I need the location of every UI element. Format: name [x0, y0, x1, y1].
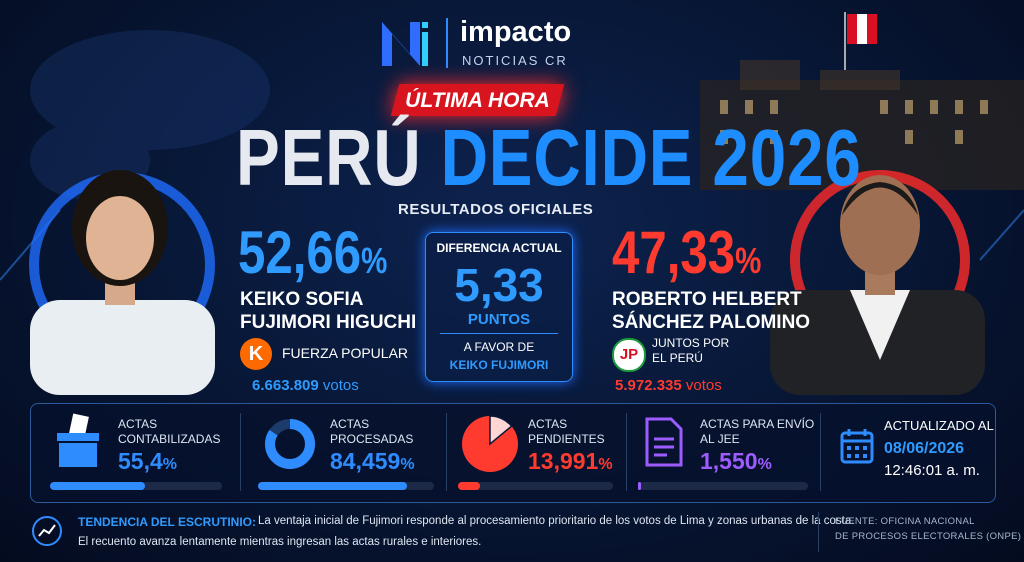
stat-unit: % — [162, 456, 177, 473]
footer-text: La ventaja inicial de Fujimori responde … — [258, 515, 855, 527]
title: PERÚ DECIDE 2026 — [236, 118, 862, 198]
calendar-icon — [840, 429, 874, 464]
stat-value: 13,991% — [528, 448, 613, 475]
footer-heading: TENDENCIA DEL ESCRUTINIO: — [78, 515, 257, 529]
divider — [240, 413, 241, 491]
stat-unit: % — [598, 456, 613, 473]
votes: 5.972.335 votos — [615, 377, 722, 394]
stat-label: PENDIENTES — [528, 432, 605, 446]
progress-fill — [458, 482, 480, 490]
progress-track — [258, 482, 434, 490]
stat-label: CONTABILIZADAS — [118, 432, 221, 446]
votes-value: 5.972.335 — [615, 377, 682, 394]
party: JUNTOS POR — [652, 336, 730, 350]
pie-slice — [489, 415, 513, 446]
votes-unit: votos — [322, 377, 359, 394]
progress-fill — [258, 482, 407, 490]
votes-unit: votos — [685, 377, 722, 394]
percent: 52,66% — [238, 222, 387, 292]
source: FUENTE: OFICINA NACIONAL — [835, 516, 975, 527]
brand-logo — [382, 22, 428, 66]
ballot-icon — [57, 413, 99, 467]
difference-value: 5,33 — [454, 259, 544, 311]
stat-label: ACTAS — [330, 417, 370, 431]
stat-unit: % — [757, 456, 772, 473]
progress-track — [638, 482, 808, 490]
candidate-name: ROBERTO HELBERT — [612, 289, 802, 310]
document-icon — [645, 417, 683, 467]
updated-date: 08/06/2026 — [884, 440, 965, 457]
percent-unit: % — [361, 240, 388, 281]
candidate-name: FUJIMORI HIGUCHI — [240, 312, 417, 333]
donut-icon — [265, 419, 315, 469]
stat-value: 84,459% — [330, 448, 415, 475]
votes-value: 6.663.809 — [252, 377, 319, 394]
party-logo: JP — [612, 338, 646, 372]
stat-label: AL JEE — [700, 432, 740, 446]
party: FUERZA POPULAR — [282, 345, 409, 361]
difference-unit: PUNTOS — [467, 311, 531, 328]
footer-text: El recuento avanza lentamente mientras i… — [78, 536, 482, 548]
source: DE PROCESOS ELECTORALES (ONPE) — [835, 531, 1022, 542]
divider — [818, 512, 819, 552]
stat-unit: % — [400, 456, 415, 473]
percent-value: 47,33 — [612, 219, 736, 286]
stat-label: ACTAS — [528, 417, 568, 431]
stat-label: PROCESADAS — [330, 432, 414, 446]
updated-label: ACTUALIZADO AL — [884, 418, 994, 433]
stat-value-number: 1,550 — [700, 448, 758, 474]
stat-label: ACTAS — [118, 417, 158, 431]
difference-note: A FAVOR DE — [463, 340, 535, 354]
progress-fill — [50, 482, 146, 490]
difference-box — [425, 232, 573, 382]
percent-unit: % — [735, 240, 762, 281]
party-logo: K — [240, 338, 272, 370]
brand: impacto — [460, 16, 572, 48]
difference-note: KEIKO FUJIMORI — [449, 358, 549, 372]
updated-time: 12:46:01 a. m. — [884, 462, 980, 479]
subtitle: RESULTADOS OFICIALES — [398, 201, 594, 218]
divider — [820, 413, 821, 491]
stat-value: 55,4% — [118, 448, 177, 475]
progress-fill — [638, 482, 641, 490]
brand-sub: NOTICIAS CR — [462, 53, 568, 68]
party: EL PERÚ — [652, 351, 703, 365]
donut-arc — [265, 419, 315, 469]
brand-divider — [446, 18, 448, 68]
badge: ÚLTIMA HORA — [405, 89, 550, 112]
divider — [626, 413, 627, 491]
candidate-name: SÁNCHEZ PALOMINO — [612, 312, 811, 333]
stat-value-number: 55,4 — [118, 448, 163, 474]
progress-track — [50, 482, 222, 490]
divider — [446, 413, 447, 491]
stat-label: ACTAS PARA ENVÍO — [700, 417, 815, 431]
percent-value: 52,66 — [238, 219, 362, 286]
progress-track — [458, 482, 613, 490]
title-part: PERÚ — [236, 113, 422, 202]
pie-icon — [462, 415, 518, 472]
percent: 47,33% — [612, 222, 761, 292]
divider — [440, 333, 558, 334]
trend-icon — [32, 516, 62, 546]
difference-label: DIFERENCIA ACTUAL — [436, 241, 562, 255]
stat-value: 1,550% — [700, 448, 772, 475]
stat-value-number: 84,459 — [330, 448, 401, 474]
title-part: DECIDE 2026 — [440, 113, 862, 202]
candidate-name: KEIKO SOFIA — [240, 289, 364, 310]
votes: 6.663.809 votos — [252, 377, 359, 394]
stat-value-number: 13,991 — [528, 448, 599, 474]
